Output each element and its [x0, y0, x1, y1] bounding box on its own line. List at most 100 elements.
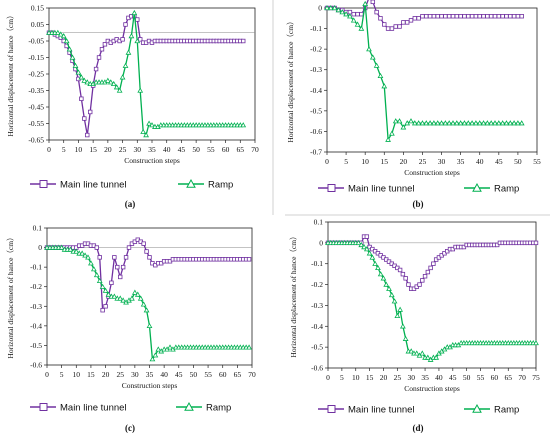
- data-point-ramp: [79, 250, 86, 256]
- x-tick-label: 65: [234, 370, 242, 379]
- y-tick-label: -0.15: [28, 53, 44, 62]
- x-tick-label: 70: [251, 145, 259, 154]
- data-point-main-line-tunnel: [412, 16, 418, 21]
- data-point-ramp: [400, 323, 406, 329]
- data-point-main-line-tunnel: [99, 47, 105, 52]
- y-tick-label: -0.3: [311, 301, 323, 310]
- x-tick-label: 75: [532, 373, 540, 382]
- data-point-ramp: [480, 120, 487, 126]
- data-point-ramp: [461, 120, 468, 126]
- panel-label-d: (d): [413, 423, 424, 433]
- data-point-main-line-tunnel: [141, 241, 146, 246]
- data-point-ramp: [484, 120, 491, 126]
- y-tick-label: 0.15: [31, 4, 44, 13]
- x-ticks-panel-c: 0 5 10 15 20 25 30 35 40 45 50 55 60 65 70: [45, 365, 256, 379]
- y-tick-label: -0.1: [310, 24, 322, 33]
- y-tick-label: -0.6: [311, 364, 323, 373]
- x-tick-label: 35: [146, 370, 154, 379]
- y-axis-label-panel-b: Horizontal displacement of hance（cm）: [286, 17, 295, 142]
- data-point-main-line-tunnel: [115, 264, 120, 270]
- y-tick-label: -0.65: [28, 136, 44, 145]
- data-point-ramp: [396, 118, 403, 124]
- data-point-main-line-tunnel: [435, 14, 440, 19]
- data-point-ramp: [128, 33, 135, 39]
- data-point-main-line-tunnel: [431, 261, 436, 266]
- x-axis-label-panel-d: Construction steps: [404, 384, 460, 393]
- data-point-ramp: [361, 244, 367, 250]
- data-point-main-line-tunnel: [397, 24, 402, 29]
- data-point-ramp: [385, 136, 391, 142]
- data-point-main-line-tunnel: [488, 14, 494, 19]
- panel-separators: [272, 0, 550, 216]
- plot-frame: [327, 221, 537, 369]
- axes-panel-b: [326, 7, 538, 153]
- x-tick-label: 0: [45, 370, 49, 379]
- data-point-ramp: [140, 301, 147, 307]
- data-point-main-line-tunnel: [481, 14, 486, 19]
- data-point-ramp: [392, 118, 399, 124]
- x-tick-label: 25: [119, 145, 127, 154]
- x-tick-label: 70: [248, 370, 256, 379]
- y-ticks-panel-c: 0.1 0 -0.1 -0.2 -0.3 -0.4 -0.5 -0.6: [30, 224, 47, 370]
- data-point-ramp: [69, 54, 76, 60]
- y-tick-label: -0.5: [310, 106, 322, 115]
- data-point-main-line-tunnel: [82, 116, 87, 121]
- x-tick-label: 40: [160, 370, 168, 379]
- x-tick-label: 35: [421, 373, 429, 382]
- data-point-ramp: [125, 49, 132, 55]
- panel-label-c: (c): [125, 423, 135, 433]
- data-point-ramp: [102, 287, 109, 293]
- data-point-main-line-tunnel: [511, 14, 517, 19]
- data-point-ramp: [495, 120, 502, 126]
- x-tick-label: 60: [219, 370, 227, 379]
- y-tick-label: -0.2: [30, 282, 42, 291]
- series-panel-a: [46, 9, 247, 138]
- data-point-main-line-tunnel: [96, 55, 102, 60]
- data-point-main-line-tunnel: [241, 38, 246, 44]
- data-point-main-line-tunnel: [420, 14, 425, 19]
- data-point-ramp: [465, 120, 472, 126]
- legend-marker-main-line-tunnel: [327, 184, 336, 192]
- data-point-ramp: [450, 120, 456, 126]
- data-point-ramp: [404, 120, 411, 126]
- x-tick-label: 5: [62, 145, 66, 154]
- data-point-ramp: [354, 21, 361, 27]
- data-point-main-line-tunnel: [515, 14, 521, 19]
- data-point-ramp: [427, 120, 433, 126]
- x-tick-label: 45: [175, 370, 183, 379]
- data-point-ramp: [433, 354, 440, 360]
- data-point-main-line-tunnel: [120, 264, 126, 270]
- data-point-main-line-tunnel: [97, 255, 102, 260]
- x-tick-label: 60: [491, 373, 499, 382]
- x-tick-label: 45: [449, 373, 457, 382]
- data-point-main-line-tunnel: [458, 14, 463, 19]
- y-tick-label: -0.3: [310, 65, 322, 74]
- x-tick-label: 40: [476, 157, 484, 166]
- data-point-main-line-tunnel: [504, 14, 509, 19]
- data-point-ramp: [327, 4, 334, 11]
- data-point-ramp: [131, 289, 138, 295]
- data-point-ramp: [146, 120, 152, 126]
- data-point-ramp: [149, 356, 156, 362]
- data-point-ramp: [90, 266, 97, 272]
- data-point-ramp: [137, 87, 144, 93]
- x-tick-label: 65: [237, 145, 245, 154]
- data-point-main-line-tunnel: [109, 280, 114, 285]
- y-tick-label: -0.45: [28, 103, 44, 112]
- y-tick-label: -0.4: [310, 86, 322, 95]
- data-point-ramp: [134, 37, 141, 44]
- legend-panel-b: Main line tunnel Ramp: [318, 182, 519, 195]
- data-point-ramp: [511, 120, 517, 126]
- data-point-ramp: [391, 298, 398, 304]
- y-tick-label: 0.05: [31, 20, 44, 29]
- x-tick-label: 50: [192, 145, 200, 154]
- data-point-ramp: [415, 120, 422, 126]
- x-tick-label: 55: [207, 145, 215, 154]
- data-point-main-line-tunnel: [428, 265, 433, 271]
- data-point-ramp: [72, 62, 79, 68]
- data-point-ramp: [438, 120, 445, 126]
- data-point-ramp: [131, 9, 138, 16]
- x-tick-label: 20: [380, 373, 388, 382]
- legend-panel-a: Main line tunnel Ramp: [30, 178, 233, 191]
- series-line-ramp: [47, 246, 250, 361]
